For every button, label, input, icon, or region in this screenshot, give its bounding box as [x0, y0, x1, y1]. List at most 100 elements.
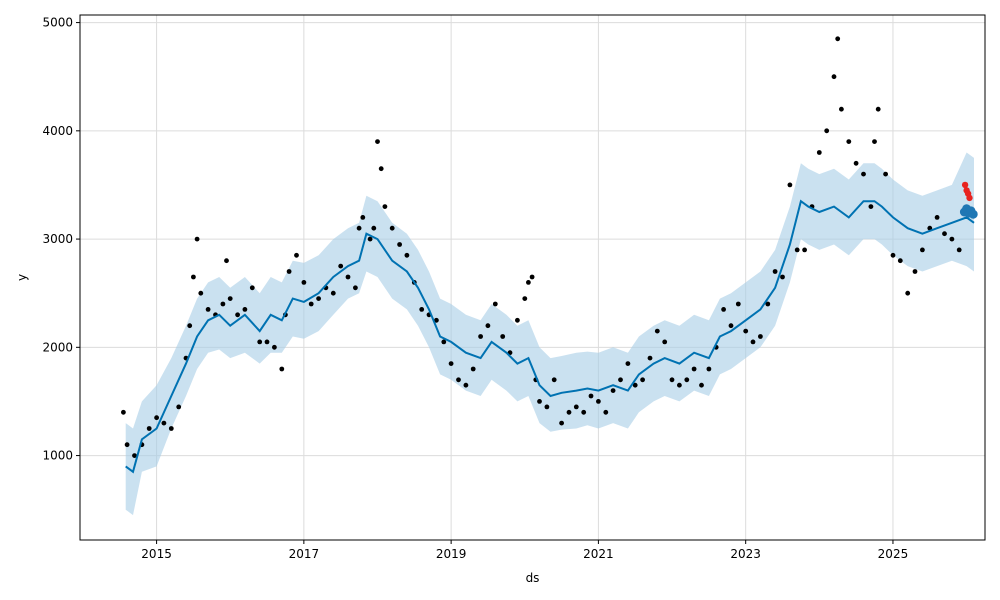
- observed-point: [647, 355, 653, 361]
- observed-point: [205, 307, 211, 312]
- observed-point: [161, 420, 167, 426]
- observed-point: [301, 280, 307, 285]
- observed-point: [544, 404, 550, 410]
- observed-point: [419, 307, 425, 312]
- forecast-line-group: [125, 199, 975, 474]
- x-axis-ticks: 2015 2017 2019 2021 2023 2025: [141, 540, 908, 561]
- observed-point: [522, 296, 528, 301]
- observed-point: [625, 361, 631, 366]
- observed-point: [294, 252, 299, 258]
- y-tick-label: 5000: [42, 16, 73, 30]
- observed-point: [448, 361, 454, 366]
- observed-point: [699, 382, 704, 388]
- observed-point: [356, 225, 362, 231]
- observed-point: [566, 409, 572, 415]
- y-tick-label: 4000: [42, 124, 73, 138]
- observed-point: [618, 377, 623, 383]
- observed-point: [581, 409, 587, 415]
- observed-point: [927, 225, 933, 231]
- plot-frame: [79, 14, 986, 541]
- observed-point: [691, 366, 697, 372]
- observed-point: [728, 323, 734, 329]
- observed-point: [441, 339, 447, 345]
- forecast-line: [125, 199, 975, 474]
- observed-point: [463, 382, 469, 388]
- observed-point: [264, 339, 270, 345]
- observed-point: [934, 215, 940, 220]
- observed-point: [500, 334, 506, 339]
- observed-point: [187, 323, 193, 329]
- observed-point: [378, 166, 384, 172]
- observed-point: [868, 204, 874, 210]
- x-tick-label: 2017: [289, 547, 320, 561]
- observed-point: [721, 307, 726, 312]
- observed-point: [242, 307, 248, 312]
- observed-point: [367, 236, 373, 242]
- observed-point: [224, 258, 229, 264]
- interval-band: [125, 152, 974, 516]
- y-tick-label: 3000: [42, 232, 73, 246]
- observed-point: [758, 334, 763, 339]
- observed-point: [897, 258, 903, 264]
- observed-point: [146, 426, 152, 431]
- observed-point: [492, 301, 498, 307]
- observed-point: [330, 290, 336, 296]
- observed-point: [949, 236, 955, 242]
- observed-point: [956, 247, 962, 253]
- observed-point: [338, 263, 344, 269]
- observed-point: [375, 139, 380, 145]
- observed-point: [316, 296, 321, 301]
- observed-point: [706, 366, 712, 372]
- observed-point: [176, 404, 182, 410]
- observed-point: [942, 231, 947, 237]
- observed-point: [912, 269, 918, 274]
- future-actual-point: [961, 181, 969, 189]
- future-points: [959, 181, 978, 219]
- observed-point: [124, 442, 130, 448]
- observed-point: [839, 106, 844, 112]
- observed-point: [765, 301, 771, 307]
- observed-point: [875, 106, 881, 112]
- observed-point: [831, 74, 837, 80]
- observed-point: [654, 328, 660, 334]
- observed-point: [198, 290, 204, 296]
- observed-point: [194, 236, 200, 242]
- observed-point: [588, 393, 594, 399]
- y-axis-title: y: [15, 274, 29, 281]
- observed-point: [345, 274, 351, 280]
- observed-point: [794, 247, 800, 253]
- observed-point: [121, 409, 126, 415]
- observed-point: [470, 366, 476, 372]
- observed-point: [191, 274, 196, 280]
- observed-point: [684, 377, 690, 383]
- observed-point: [677, 382, 682, 388]
- observed-point: [920, 247, 925, 253]
- observed-point: [573, 404, 579, 410]
- observed-point: [257, 339, 263, 345]
- observed-point: [824, 128, 830, 134]
- x-tick-label: 2015: [141, 547, 172, 561]
- observed-points: [121, 36, 962, 458]
- observed-point: [603, 409, 609, 415]
- observed-point: [596, 399, 601, 404]
- observed-point: [526, 280, 531, 285]
- observed-point: [434, 317, 439, 323]
- observed-point: [890, 252, 896, 258]
- observed-point: [883, 171, 888, 177]
- observed-point: [610, 388, 616, 393]
- observed-point: [802, 247, 807, 253]
- observed-point: [853, 160, 859, 166]
- observed-point: [389, 225, 395, 231]
- observed-point: [371, 225, 377, 231]
- observed-point: [816, 150, 822, 155]
- observed-point: [905, 290, 911, 296]
- y-axis-ticks: 1000 2000 3000 4000 5000: [42, 16, 80, 463]
- x-axis-title: ds: [526, 571, 540, 585]
- observed-point: [750, 339, 756, 345]
- observed-point: [515, 317, 520, 323]
- observed-point: [382, 204, 388, 210]
- observed-point: [559, 420, 564, 426]
- observed-point: [861, 171, 866, 177]
- observed-point: [640, 377, 645, 383]
